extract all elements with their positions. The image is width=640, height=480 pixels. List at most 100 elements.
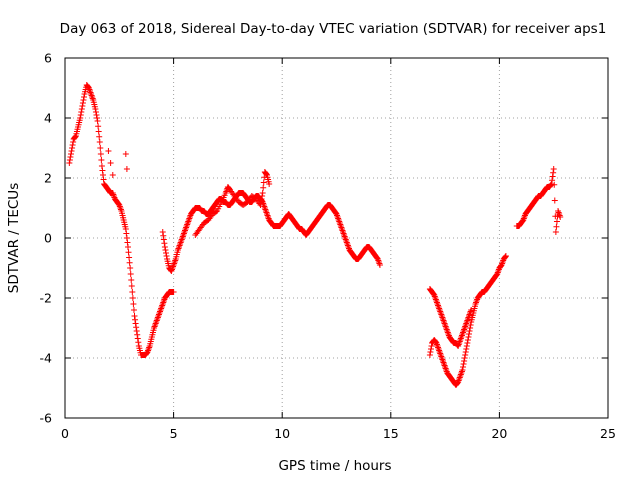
data-point xyxy=(130,307,137,313)
data-point xyxy=(162,250,169,256)
data-point xyxy=(132,316,139,323)
y-tick-label: 0 xyxy=(44,231,52,246)
data-point xyxy=(460,361,467,367)
data-points xyxy=(66,82,564,388)
data-point xyxy=(94,115,101,121)
data-point xyxy=(258,199,265,205)
data-point xyxy=(465,334,472,340)
data-point xyxy=(107,160,114,166)
data-point xyxy=(69,142,76,148)
data-point xyxy=(260,184,267,191)
data-point xyxy=(127,271,134,277)
data-point xyxy=(464,340,471,346)
data-point xyxy=(463,343,470,349)
data-point xyxy=(549,173,556,180)
data-point xyxy=(466,328,473,334)
y-tick-label: -6 xyxy=(40,411,53,426)
x-axis-label: GPS time / hours xyxy=(278,458,391,474)
data-point xyxy=(100,176,107,183)
data-point xyxy=(77,112,84,118)
data-point xyxy=(122,226,129,232)
data-point xyxy=(95,123,102,130)
data-point xyxy=(129,295,136,301)
data-point xyxy=(78,106,85,112)
data-point xyxy=(464,337,471,343)
data-point xyxy=(502,253,509,260)
data-point xyxy=(159,229,166,235)
data-point xyxy=(427,346,434,352)
data-point xyxy=(98,157,105,163)
data-point xyxy=(80,97,87,103)
y-tick-label: 6 xyxy=(44,51,52,66)
data-point xyxy=(130,301,137,307)
data-point xyxy=(127,265,134,271)
data-point xyxy=(92,109,99,115)
data-point xyxy=(98,163,105,169)
data-point xyxy=(135,339,142,346)
axis-ticks: 0 5 10 15 20 25 -6 -4 -2 0 2 4 6 xyxy=(40,51,616,442)
data-point xyxy=(160,236,167,243)
data-point xyxy=(70,139,77,145)
data-point xyxy=(551,181,558,188)
data-point xyxy=(79,100,86,106)
data-point xyxy=(81,94,88,100)
x-tick-label: 0 xyxy=(61,426,69,441)
data-point xyxy=(129,289,136,295)
data-point xyxy=(161,244,168,250)
data-point xyxy=(66,160,73,166)
data-point xyxy=(427,349,434,355)
data-point xyxy=(99,167,106,174)
data-point xyxy=(259,190,266,196)
data-point xyxy=(162,247,169,253)
data-point xyxy=(79,103,86,109)
data-point xyxy=(260,179,267,186)
data-point xyxy=(461,358,468,364)
data-point xyxy=(266,181,273,187)
chart-title: Day 063 of 2018, Sidereal Day-to-day VTE… xyxy=(60,21,607,37)
data-point xyxy=(69,145,76,151)
data-point xyxy=(124,244,131,250)
data-point xyxy=(463,346,470,352)
data-point xyxy=(460,364,467,370)
data-point xyxy=(553,223,560,230)
data-point xyxy=(94,118,101,124)
data-point xyxy=(258,196,265,202)
data-point xyxy=(128,277,135,283)
data-point xyxy=(92,106,99,112)
data-point xyxy=(134,335,141,342)
data-point xyxy=(66,157,73,163)
data-point xyxy=(123,166,130,172)
data-point xyxy=(557,214,564,220)
data-point xyxy=(125,249,132,256)
x-tick-label: 20 xyxy=(491,426,507,441)
data-point xyxy=(68,148,75,154)
data-point xyxy=(502,253,509,259)
x-tick-label: 25 xyxy=(600,426,616,441)
data-point xyxy=(100,172,107,178)
data-point xyxy=(105,148,112,154)
data-point xyxy=(550,166,557,172)
y-tick-label: -2 xyxy=(40,291,52,306)
data-point xyxy=(161,240,168,247)
data-point xyxy=(95,128,102,135)
data-point xyxy=(128,283,135,289)
data-point xyxy=(109,172,116,178)
data-point xyxy=(548,181,555,187)
data-point xyxy=(78,109,85,115)
data-point xyxy=(549,177,556,184)
data-point xyxy=(553,218,560,225)
x-tick-label: 10 xyxy=(274,426,290,441)
data-point xyxy=(93,112,100,118)
data-point xyxy=(468,307,475,313)
data-point xyxy=(122,151,129,157)
data-point xyxy=(77,115,84,121)
data-point xyxy=(426,352,433,358)
data-point xyxy=(133,324,140,331)
data-point xyxy=(163,253,170,259)
y-tick-label: -4 xyxy=(40,351,53,366)
data-point xyxy=(96,133,103,140)
data-point xyxy=(133,328,140,334)
y-axis-label: SDTVAR / TECUs xyxy=(6,183,22,293)
data-point xyxy=(132,320,139,327)
data-point xyxy=(461,355,468,361)
